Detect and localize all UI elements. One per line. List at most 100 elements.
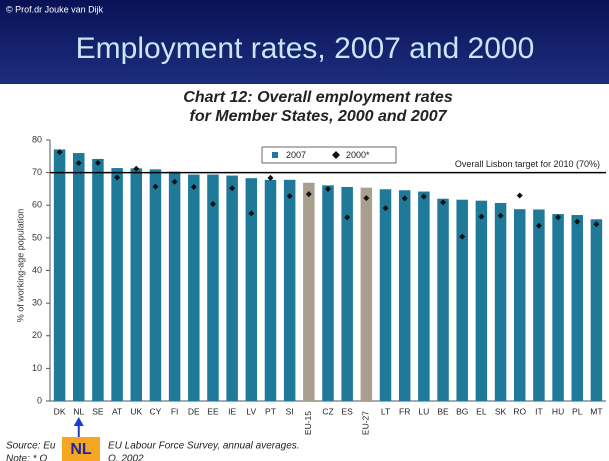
bar	[513, 209, 526, 401]
x-tick-label: SE	[92, 406, 104, 416]
bar	[437, 198, 449, 401]
x-tick-label: DE	[188, 406, 200, 416]
bar	[303, 182, 315, 401]
bar	[379, 189, 392, 401]
x-tick-label: EE	[207, 406, 219, 416]
legend-swatch	[332, 151, 340, 159]
legend-label: 2000*	[346, 150, 370, 160]
x-tick-label: UK	[130, 406, 142, 416]
marker-2000	[248, 210, 255, 217]
marker-2000	[516, 192, 523, 199]
source-text: Source: Eu	[6, 441, 56, 452]
bar	[111, 168, 123, 401]
x-tick-label: CY	[150, 406, 162, 416]
bar	[322, 185, 334, 401]
y-tick-label: 70	[32, 167, 42, 177]
x-tick-label: CZ	[322, 406, 333, 416]
marker-2000	[344, 214, 351, 221]
marker-2000	[190, 183, 197, 190]
marker-2000	[171, 178, 178, 185]
x-tick-label: IE	[228, 406, 236, 416]
bar	[341, 186, 353, 401]
marker-2000	[305, 191, 312, 198]
legend-swatch	[272, 152, 278, 158]
bar	[398, 190, 411, 401]
x-tick-label: PT	[265, 406, 276, 416]
bar	[494, 202, 507, 401]
legend-label: 2007	[286, 150, 306, 160]
marker-2000	[325, 185, 331, 192]
marker-2000	[209, 200, 216, 207]
bar	[475, 200, 488, 401]
bar	[571, 215, 583, 401]
x-tick-label: LU	[418, 406, 429, 416]
bar	[552, 214, 564, 401]
marker-2000	[478, 213, 485, 220]
bar	[92, 158, 104, 401]
chart-title: Chart 12: Overall employment rates	[183, 89, 453, 106]
marker-2000	[555, 214, 562, 221]
note-text: Note: * O	[6, 454, 47, 461]
bar	[264, 179, 277, 401]
marker-2000	[440, 199, 447, 206]
y-tick-label: 20	[32, 330, 42, 340]
x-tick-label: MT	[590, 406, 602, 416]
y-tick-label: 40	[32, 265, 42, 275]
y-tick-label: 30	[32, 298, 42, 308]
bar	[533, 209, 545, 401]
slide-title: Employment rates, 2007 and 2000	[76, 32, 535, 65]
bar	[283, 179, 296, 401]
legend-box	[261, 146, 397, 164]
y-tick-label: 60	[32, 200, 42, 210]
x-tick-label: AT	[112, 406, 122, 416]
y-tick-label: 0	[37, 395, 42, 405]
bar	[73, 153, 85, 401]
marker-2000	[114, 174, 121, 181]
bar	[130, 168, 143, 401]
marker-2000	[363, 195, 370, 202]
marker-2000	[229, 185, 236, 192]
x-tick-label: RO	[513, 406, 526, 416]
chart: Chart 12: Overall employment rates for Me…	[6, 89, 606, 461]
marker-2000	[593, 221, 600, 228]
y-tick-label: 80	[32, 134, 42, 144]
y-tick-label: 50	[32, 232, 42, 242]
x-tick-label: SI	[286, 406, 294, 416]
marker-2000	[401, 195, 408, 202]
bar	[188, 174, 200, 401]
marker-2000	[382, 205, 389, 212]
marker-2000	[535, 222, 542, 229]
x-tick-label: EU-15	[303, 411, 313, 435]
bar	[207, 174, 219, 401]
annotation-box	[62, 437, 100, 461]
bar	[590, 219, 603, 401]
bar	[245, 178, 258, 401]
copyright: © Prof.dr Jouke van Dijk	[6, 4, 104, 14]
x-tick-label: FI	[171, 406, 179, 416]
note-text: O, 2002	[108, 454, 144, 461]
bar	[360, 187, 373, 401]
x-tick-label: FR	[399, 406, 410, 416]
chart-title: for Member States, 2000 and 2007	[189, 108, 447, 125]
bar	[456, 199, 468, 401]
x-tick-label: DK	[54, 406, 66, 416]
x-tick-label: IT	[535, 406, 543, 416]
marker-2000	[94, 159, 101, 166]
x-tick-label: BG	[456, 406, 468, 416]
x-tick-label: ES	[342, 406, 354, 416]
y-axis-label: % of working-age population	[15, 209, 25, 323]
bar	[168, 171, 181, 401]
marker-2000	[133, 165, 140, 172]
y-tick-label: 10	[32, 363, 42, 373]
bar	[53, 149, 66, 401]
marker-2000	[420, 193, 427, 200]
marker-2000	[267, 174, 274, 181]
marker-2000	[286, 193, 293, 200]
source-text: EU Labour Force Survey, annual averages.	[108, 441, 300, 452]
marker-2000	[497, 212, 504, 219]
marker-2000	[75, 160, 82, 167]
marker-2000	[56, 149, 63, 156]
marker-2000	[574, 218, 581, 225]
annotation-label: NL	[70, 441, 92, 458]
